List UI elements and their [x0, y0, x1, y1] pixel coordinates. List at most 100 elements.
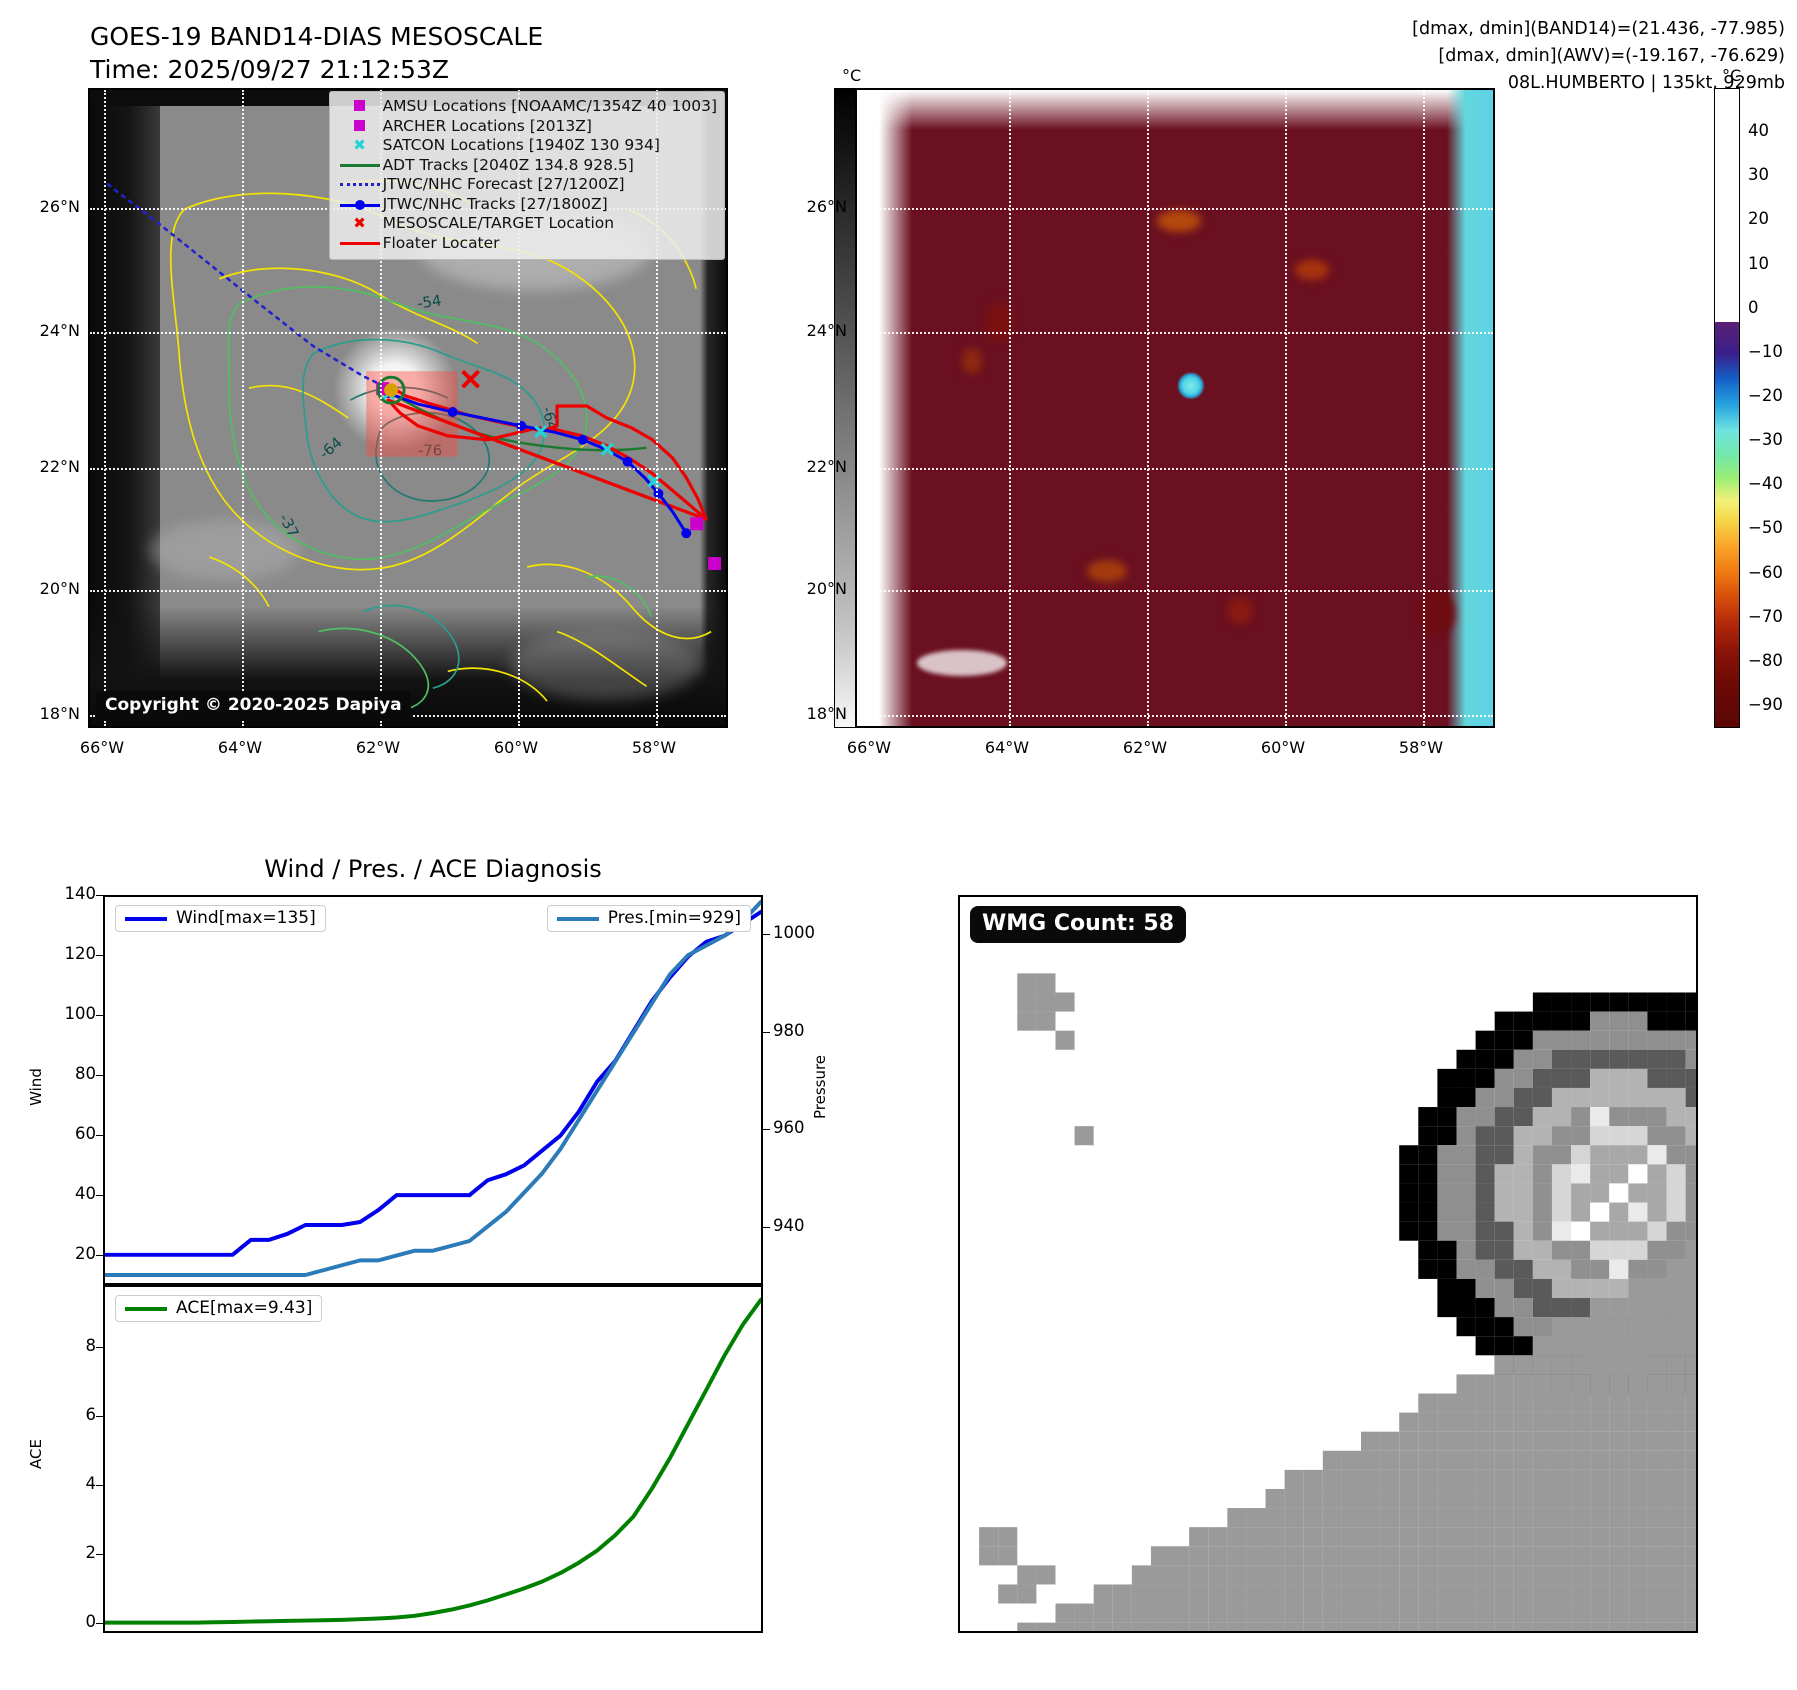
wmg-cell — [1609, 1393, 1629, 1413]
wmg-cell — [1532, 1317, 1552, 1337]
ir-greyscale-map[interactable]: -54 -64 -64 -76 -37 — [88, 88, 728, 728]
wmg-cell — [1666, 1355, 1686, 1375]
pressure-legend[interactable]: Pres.[min=929] — [546, 905, 751, 932]
bd-convective-cell — [1227, 598, 1253, 624]
wmg-cell — [1437, 1107, 1457, 1127]
wmg-cell — [1609, 1145, 1629, 1165]
wmg-cell — [1208, 1565, 1228, 1585]
axis-tick-label: 100 — [64, 1004, 97, 1023]
wmg-cell — [1093, 1603, 1113, 1623]
x-marker-icon: ✖ — [353, 136, 366, 154]
legend-label-adt: ADT Tracks [2040Z 134.8 928.5] — [382, 155, 634, 174]
wind-legend[interactable]: Wind[max=135] — [115, 905, 326, 932]
axis-tick-mark — [96, 1135, 103, 1136]
wmg-cell — [1399, 1202, 1419, 1222]
wmg-cell — [1456, 1565, 1476, 1585]
wmg-cell — [1532, 1412, 1552, 1432]
wmg-cell — [1494, 1221, 1514, 1241]
ace-plot — [105, 1297, 761, 1625]
wmg-cell — [1017, 992, 1037, 1012]
wmg-cell — [1647, 1068, 1667, 1088]
ir-lon-label: 60°W — [493, 738, 539, 757]
graticule-lat-24 — [857, 332, 1493, 334]
enhanced-colorbar: °C — [1706, 66, 1741, 730]
wmg-cell — [1666, 1240, 1686, 1260]
axis-tick-label: 60 — [75, 1124, 96, 1143]
wmg-cell — [1322, 1508, 1342, 1528]
greyscale-colorbar: °C — [826, 66, 861, 730]
wmg-cell — [1532, 1450, 1552, 1470]
map-legend[interactable]: AMSU Locations [NOAAMC/1354Z 40 1003] AR… — [328, 91, 725, 260]
wmg-cell — [1361, 1622, 1381, 1631]
wmg-cell — [1666, 1393, 1686, 1413]
wmg-cell — [1437, 1488, 1457, 1509]
enhanced-ir-map[interactable] — [855, 88, 1495, 728]
ace-chart[interactable]: ACE[max=9.43] — [103, 1285, 763, 1633]
wmg-cell — [1322, 1488, 1342, 1509]
wmg-cell — [1590, 1107, 1610, 1127]
wmg-cell — [1551, 1030, 1572, 1050]
wmg-cell — [1571, 1068, 1591, 1088]
wmg-cell — [1380, 1622, 1400, 1631]
wmg-cell — [1055, 1030, 1075, 1050]
wmg-cell — [1284, 1565, 1304, 1585]
ace-legend[interactable]: ACE[max=9.43] — [115, 1295, 323, 1322]
wmg-cell — [1112, 1584, 1132, 1604]
wmg-cell — [1437, 1068, 1457, 1088]
square-marker-icon — [354, 119, 366, 131]
wmg-cell — [1418, 1202, 1438, 1222]
wmg-cell — [1456, 1049, 1476, 1069]
wmg-cell — [1513, 1565, 1533, 1585]
wmg-cell — [1341, 1508, 1362, 1528]
wmg-cell — [1456, 1240, 1476, 1260]
legend-label-amsu: AMSU Locations [NOAAMC/1354Z 40 1003] — [382, 97, 717, 115]
wmg-cell — [1456, 1546, 1476, 1566]
wmg-cell — [1399, 1183, 1419, 1203]
legend-label-archer: ARCHER Locations [2013Z] — [382, 116, 592, 135]
wmg-cell — [1494, 1336, 1514, 1356]
graticule-lon-64 — [1009, 90, 1011, 726]
graticule-lat-22 — [857, 468, 1493, 470]
wmg-cell — [1628, 1183, 1648, 1203]
wmg-cell — [1475, 1565, 1495, 1585]
wmg-cell — [1628, 1450, 1648, 1470]
wmg-cell — [1475, 1126, 1495, 1146]
wmg-cell — [1418, 1259, 1438, 1279]
wmg-panel[interactable]: WMG Count: 58 — [958, 895, 1698, 1633]
wmg-cell — [1131, 1603, 1151, 1623]
wmg-cell — [1532, 1298, 1552, 1318]
wmg-cell — [1590, 1393, 1610, 1413]
wmg-cell — [1303, 1508, 1323, 1528]
wmg-cell — [1284, 1488, 1304, 1509]
graticule-lat-18 — [857, 715, 1493, 717]
wmg-cell — [1647, 1126, 1667, 1146]
wind-pres-ace-title: Wind / Pres. / ACE Diagnosis — [264, 855, 602, 883]
wmg-cell — [1150, 1584, 1171, 1604]
wmg-cell — [1418, 1546, 1438, 1566]
wmg-cell — [1303, 1603, 1323, 1623]
wmg-cell — [998, 1584, 1018, 1604]
wmg-cell — [1322, 1450, 1342, 1470]
wmg-cell — [1494, 1622, 1514, 1631]
wmg-cell — [1494, 1126, 1514, 1146]
wmg-cell — [1551, 1107, 1572, 1127]
graticule-lon-60 — [518, 90, 520, 726]
wind-pressure-chart[interactable]: Wind[max=135] Pres.[min=929] — [103, 895, 763, 1285]
wmg-cell — [1494, 1011, 1514, 1031]
wmg-cell — [1647, 1393, 1667, 1413]
wmg-cell — [1456, 1431, 1476, 1451]
wmg-cell — [1628, 1011, 1648, 1031]
wmg-cell — [1647, 1469, 1667, 1489]
adt-center-dot — [384, 383, 399, 398]
wmg-cell — [1532, 1164, 1552, 1184]
wmg-cell — [1475, 1049, 1495, 1069]
wmg-cell — [1399, 1145, 1419, 1165]
wmg-cell — [1647, 1527, 1667, 1547]
wmg-cell — [1628, 1374, 1648, 1394]
wmg-cell — [1093, 1584, 1113, 1604]
bd-convective-cell — [1295, 260, 1329, 280]
legend-row-forecast: JTWC/NHC Forecast [27/1200Z] — [337, 175, 717, 195]
wmg-cell — [1685, 1488, 1696, 1509]
wmg-cell — [1150, 1546, 1171, 1566]
wmg-cell — [1380, 1546, 1400, 1566]
